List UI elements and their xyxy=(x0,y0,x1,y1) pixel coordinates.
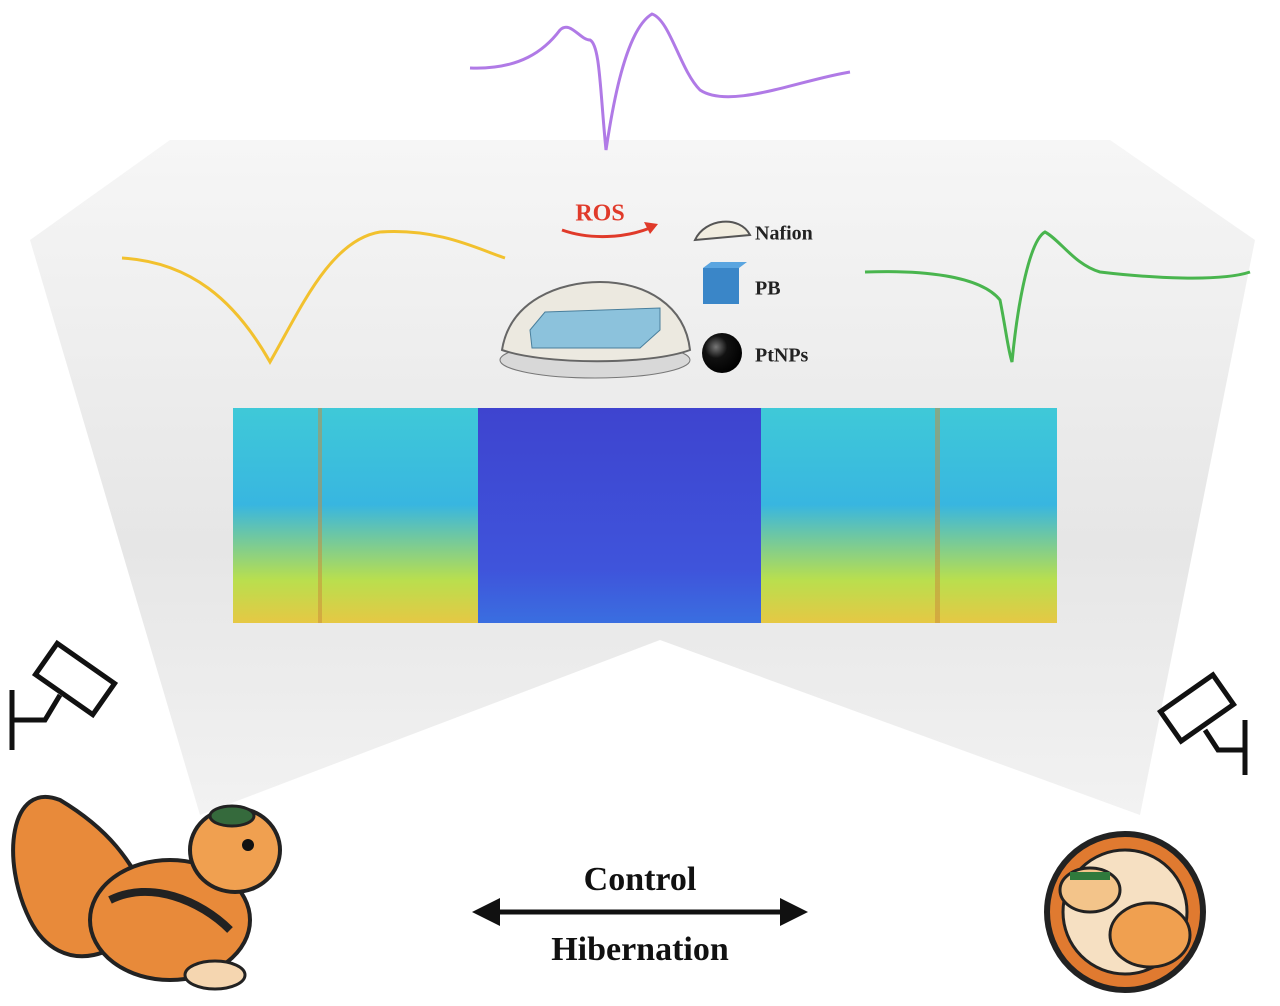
control-label: Control xyxy=(584,861,697,898)
heatmap-streak xyxy=(318,408,322,623)
pb-icon xyxy=(703,268,739,304)
pb-icon-top xyxy=(703,262,747,268)
nafion-label: Nafion xyxy=(755,223,813,245)
nafion-icon xyxy=(693,220,752,242)
heatmap-streak xyxy=(935,408,940,623)
state-arrowhead-left xyxy=(472,898,500,926)
ros-label: ROS xyxy=(575,201,624,227)
heatmap-control-right xyxy=(761,408,1057,623)
ros-arrowhead xyxy=(644,222,658,234)
squirrel xyxy=(11,795,282,991)
ptnps-icon xyxy=(702,333,742,373)
green-waveform xyxy=(864,230,1251,363)
ros-arrow xyxy=(561,226,651,238)
hibernation-label: Hibernation xyxy=(551,931,729,968)
camera-left xyxy=(9,639,119,750)
state-arrowhead-right xyxy=(780,898,808,926)
curled-squirrel xyxy=(1044,831,1206,993)
ptnps-label: PtNPs xyxy=(755,345,809,367)
yellow-waveform xyxy=(121,230,506,366)
electrode-layer xyxy=(529,307,661,349)
purple-waveform xyxy=(469,12,851,151)
heatmap-control-left xyxy=(233,408,479,623)
pb-label: PB xyxy=(755,278,781,300)
heatmap-hibernation xyxy=(478,408,762,623)
camera-right xyxy=(1156,671,1248,775)
